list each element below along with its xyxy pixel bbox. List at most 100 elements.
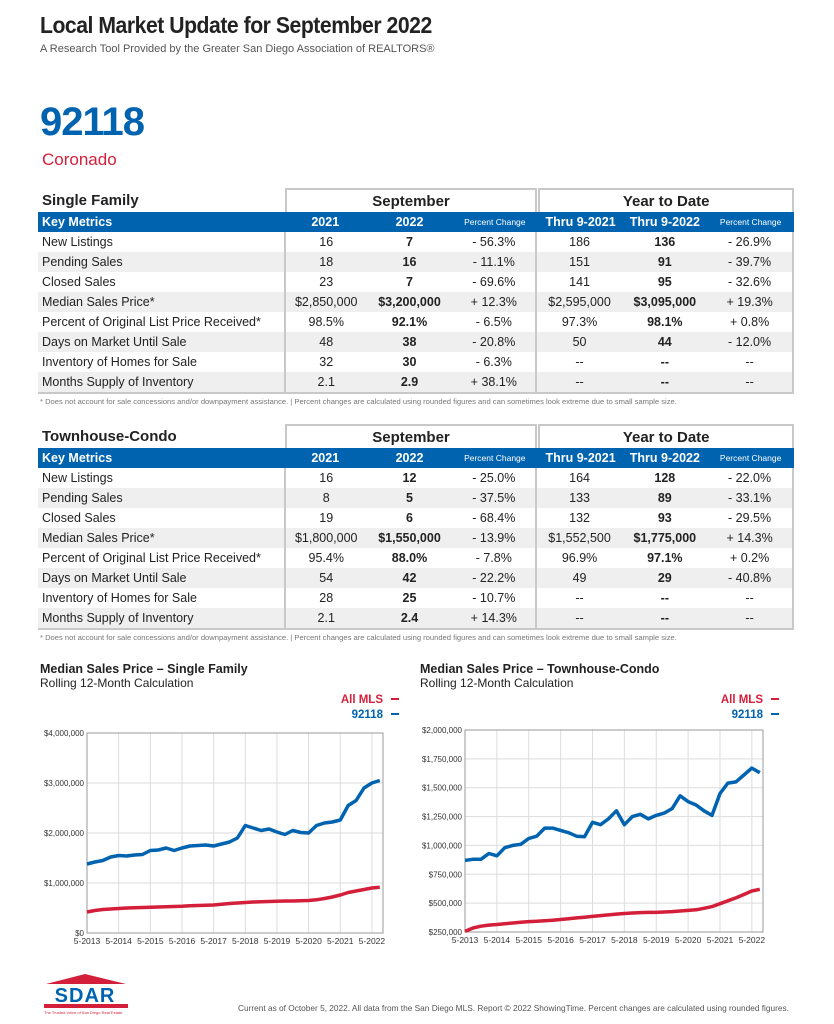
col-percent-change: Percent Change xyxy=(464,217,526,227)
cell: $2,850,000 xyxy=(284,292,366,312)
cell: Days on Market Until Sale xyxy=(42,571,187,585)
cell: 19 xyxy=(284,508,366,528)
y-tick-label: $750,000 xyxy=(429,870,463,879)
cell: Closed Sales xyxy=(42,275,116,289)
table-row: New Listings 16 12 - 25.0% 164 128 - 22.0% xyxy=(38,468,794,488)
table-row: Inventory of Homes for Sale 32 30 - 6.3% -- -… xyxy=(38,352,794,372)
footer-note: Current as of October 5, 2022. All data … xyxy=(238,1003,789,1013)
col-percent-change: Percent Change xyxy=(719,453,782,463)
footnote: * Does not account for sale concessions … xyxy=(40,397,677,406)
table-title: Townhouse-Condo xyxy=(42,427,177,445)
cell: $1,800,000 xyxy=(284,528,366,548)
cell: Percent of Original List Price Received* xyxy=(42,551,261,565)
svg-text:SDAR: SDAR xyxy=(55,985,116,1007)
cell: New Listings xyxy=(42,471,113,485)
x-tick-label: 5-2022 xyxy=(359,936,386,946)
x-tick-label: 5-2013 xyxy=(74,936,101,946)
cell: 25 xyxy=(402,591,417,605)
svg-text:The Trusted Voice of San Diego: The Trusted Voice of San Diego Real Esta… xyxy=(44,1010,123,1015)
cell: - 39.7% xyxy=(707,252,794,272)
cell: $1,775,000 xyxy=(633,531,697,545)
x-tick-label: 5-2019 xyxy=(264,936,291,946)
cell: -- xyxy=(707,608,794,628)
series-line-92118 xyxy=(464,766,761,863)
legend-entry: All MLS xyxy=(341,694,383,706)
cell: 42 xyxy=(402,571,417,585)
cell: 32 xyxy=(284,352,366,372)
table-row: Months Supply of Inventory 2.1 2.9 + 38.1% -… xyxy=(38,372,794,392)
cell: - 20.8% xyxy=(453,332,537,352)
table-row: Pending Sales 18 16 - 11.1% 151 91 - 39.7% xyxy=(38,252,794,272)
x-tick-label: 5-2019 xyxy=(643,935,670,945)
cell: 30 xyxy=(402,355,417,369)
table-row: Closed Sales 23 7 - 69.6% 141 95 - 32.6% xyxy=(38,272,794,292)
cell: Pending Sales xyxy=(42,255,123,269)
cell: 2.1 xyxy=(284,608,366,628)
cell: 89 xyxy=(657,491,672,505)
x-tick-label: 5-2016 xyxy=(169,936,196,946)
group-ytd: Year to Date xyxy=(538,424,794,448)
x-tick-label: 5-2014 xyxy=(105,936,132,946)
cell: Percent of Original List Price Received* xyxy=(42,315,261,329)
cell: 95 xyxy=(657,275,672,289)
y-tick-label: $250,000 xyxy=(429,928,463,937)
cell: 5 xyxy=(406,491,413,505)
cell: 97.3% xyxy=(561,315,598,329)
table-title: Single Family xyxy=(42,191,139,209)
cell: New Listings xyxy=(42,235,113,249)
cell: - 26.9% xyxy=(707,232,794,252)
cell: 50 xyxy=(572,335,587,349)
x-tick-label: 5-2016 xyxy=(547,935,574,945)
cell: 133 xyxy=(569,491,590,505)
cell: 132 xyxy=(569,511,590,525)
x-tick-label: 5-2014 xyxy=(484,935,511,945)
page-subtitle: A Research Tool Provided by the Greater … xyxy=(40,43,435,55)
x-tick-label: 5-2021 xyxy=(327,936,354,946)
cell: -- xyxy=(707,588,794,608)
cell: $1,552,500 xyxy=(548,531,611,545)
cell: Median Sales Price* xyxy=(42,531,155,545)
y-tick-label: $4,000,000 xyxy=(44,729,85,738)
cell: + 38.1% xyxy=(453,372,537,392)
col-thru-2022: Thru 9-2022 xyxy=(629,451,700,465)
chart-1-header: Median Sales Price – Single Family Rolli… xyxy=(40,662,248,690)
cell: - 25.0% xyxy=(453,468,537,488)
cell: - 69.6% xyxy=(453,272,537,292)
cell: - 6.3% xyxy=(453,352,537,372)
legend-entry: 92118 xyxy=(732,709,764,721)
cell: -- xyxy=(707,352,794,372)
cell: - 56.3% xyxy=(453,232,537,252)
cell: 186 xyxy=(569,235,590,249)
cell: + 0.2% xyxy=(707,548,794,568)
table-row: New Listings 16 7 - 56.3% 186 136 - 26.9% xyxy=(38,232,794,252)
cell: Closed Sales xyxy=(42,511,116,525)
cell: 8 xyxy=(284,488,366,508)
col-2022: 2022 xyxy=(395,215,424,229)
sdar-logo: SDAR The Trusted Voice of San Diego Real… xyxy=(38,973,133,1020)
cell: Months Supply of Inventory xyxy=(42,375,194,389)
cell: -- xyxy=(660,375,669,389)
y-tick-label: $1,000,000 xyxy=(422,841,463,850)
table-row: Days on Market Until Sale 48 38 - 20.8% 50 44… xyxy=(38,332,794,352)
table-row: Closed Sales 19 6 - 68.4% 132 93 - 29.5% xyxy=(38,508,794,528)
col-2022: 2022 xyxy=(395,451,424,465)
cell: 98.5% xyxy=(284,312,366,332)
group-september: September xyxy=(284,188,538,212)
cell: 93 xyxy=(657,511,672,525)
cell: -- xyxy=(575,375,584,389)
x-tick-label: 5-2020 xyxy=(675,935,702,945)
cell: + 12.3% xyxy=(453,292,537,312)
group-ytd: Year to Date xyxy=(538,188,794,212)
cell: -- xyxy=(575,611,584,625)
cell: 98.1% xyxy=(647,315,683,329)
col-2021: 2021 xyxy=(311,215,340,229)
cell: - 13.9% xyxy=(453,528,537,548)
x-tick-label: 5-2015 xyxy=(137,936,164,946)
cell: 49 xyxy=(572,571,587,585)
cell: -- xyxy=(707,372,794,392)
chart-2-header: Median Sales Price – Townhouse-Condo Rol… xyxy=(420,662,659,690)
col-key-metrics: Key Metrics xyxy=(42,451,113,465)
cell: 18 xyxy=(284,252,366,272)
header-row: Key Metrics 2021 2022 Percent Change Thr… xyxy=(38,448,794,468)
y-tick-label: $1,750,000 xyxy=(422,755,463,764)
